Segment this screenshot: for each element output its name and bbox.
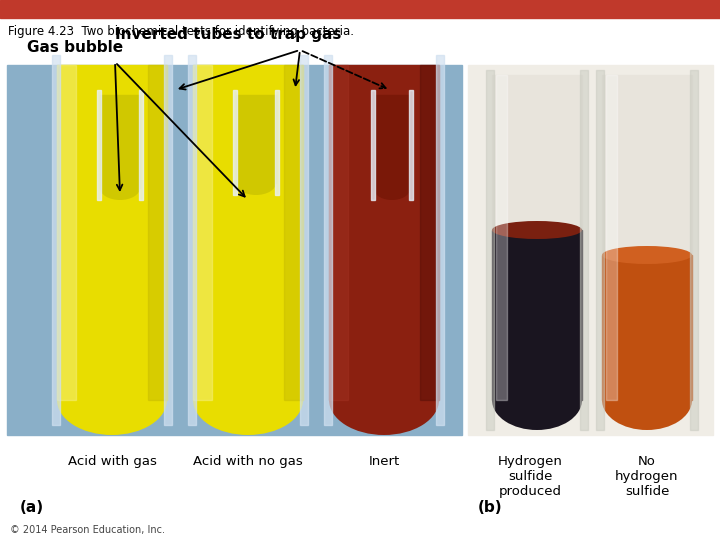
Ellipse shape	[100, 176, 140, 200]
Bar	[420, 65, 439, 400]
Bar	[193, 65, 212, 400]
Ellipse shape	[57, 365, 167, 435]
Ellipse shape	[602, 246, 692, 264]
Ellipse shape	[374, 178, 410, 200]
Bar	[233, 90, 237, 195]
Bar	[371, 90, 375, 200]
Bar	[300, 55, 308, 425]
Bar	[188, 55, 196, 425]
Text: (a): (a)	[20, 500, 44, 515]
Text: Acid with no gas: Acid with no gas	[193, 455, 303, 468]
Text: © 2014 Pearson Education, Inc.: © 2014 Pearson Education, Inc.	[10, 525, 165, 535]
Bar	[409, 90, 413, 200]
Bar	[468, 65, 713, 435]
Text: Acid with gas: Acid with gas	[68, 455, 156, 468]
Bar	[193, 65, 303, 400]
Ellipse shape	[492, 370, 582, 430]
Bar	[606, 75, 617, 400]
Bar	[496, 75, 508, 400]
Ellipse shape	[602, 370, 692, 430]
Bar	[329, 65, 439, 400]
Bar	[596, 70, 604, 430]
Bar	[164, 55, 172, 425]
Bar	[97, 90, 101, 200]
Ellipse shape	[329, 365, 439, 435]
Text: Gas bubble: Gas bubble	[27, 40, 123, 55]
Bar	[7, 65, 462, 435]
Bar	[492, 230, 582, 400]
Bar	[374, 95, 410, 189]
Ellipse shape	[492, 370, 582, 430]
Bar	[148, 65, 167, 400]
Bar	[275, 90, 279, 195]
Text: Inverted tubes to trap gas: Inverted tubes to trap gas	[114, 27, 341, 42]
Bar	[0, 0, 720, 18]
Ellipse shape	[193, 365, 303, 435]
Text: No
hydrogen
sulfide: No hydrogen sulfide	[616, 455, 679, 498]
Bar	[57, 65, 76, 400]
Bar	[690, 70, 698, 430]
Text: Inert: Inert	[369, 455, 400, 468]
Ellipse shape	[602, 370, 692, 430]
Bar	[602, 75, 692, 400]
Bar	[602, 255, 692, 400]
Text: Hydrogen
sulfide
produced: Hydrogen sulfide produced	[498, 455, 562, 498]
Ellipse shape	[236, 171, 276, 195]
Bar	[139, 90, 143, 200]
Ellipse shape	[492, 221, 582, 239]
Bar	[100, 95, 140, 188]
Bar	[492, 75, 582, 400]
Bar	[436, 55, 444, 425]
Bar	[52, 55, 60, 425]
Text: Figure 4.23  Two biochemical tests for identifying bacteria.: Figure 4.23 Two biochemical tests for id…	[8, 24, 354, 37]
Bar	[580, 70, 588, 430]
Bar	[486, 70, 494, 430]
Text: (b): (b)	[478, 500, 503, 515]
Bar	[329, 65, 348, 400]
Bar	[284, 65, 303, 400]
Bar	[324, 55, 332, 425]
Bar	[57, 65, 167, 400]
Bar	[236, 95, 276, 183]
